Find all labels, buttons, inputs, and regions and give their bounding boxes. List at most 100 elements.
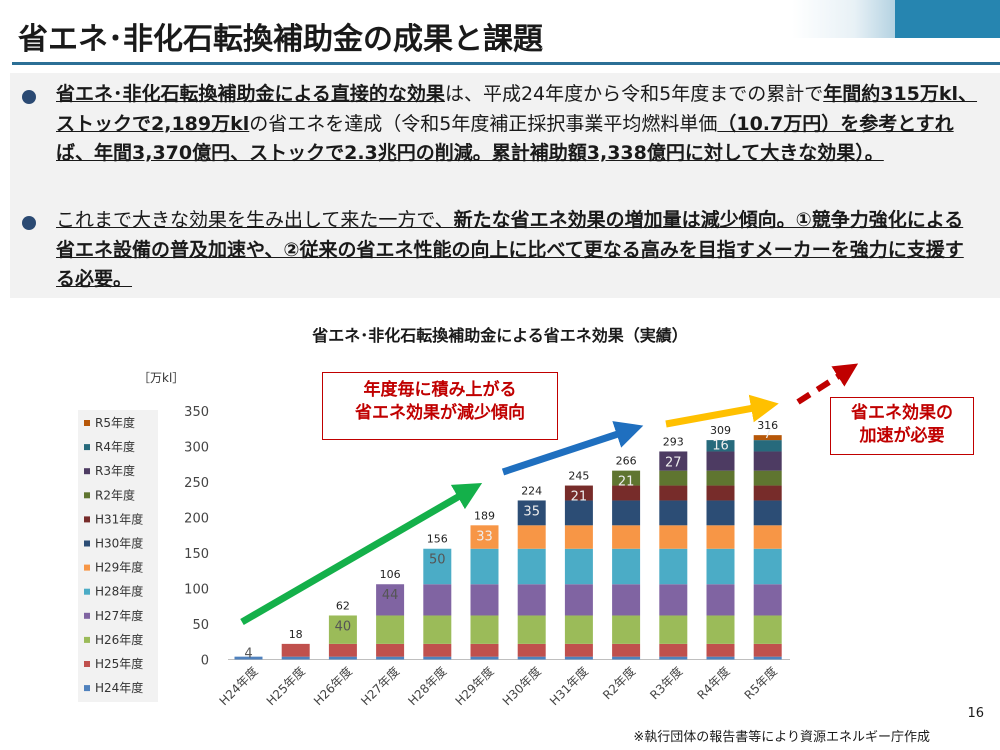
bar-segment <box>659 584 688 616</box>
total-label: 106 <box>380 568 401 581</box>
bar-segment <box>517 656 546 660</box>
total-label: 156 <box>427 533 448 546</box>
y-axis-label: ［万kl］ <box>138 371 184 385</box>
legend-box <box>78 410 158 702</box>
bar-segment <box>328 656 357 660</box>
bar-segment <box>564 643 593 657</box>
bar-segment <box>517 500 546 526</box>
x-tick-label: H28年度 <box>405 664 450 709</box>
segment-label: 21 <box>618 475 635 490</box>
legend-label: H31年度 <box>95 511 143 526</box>
segment-label: 7 <box>764 427 772 442</box>
bar-segment <box>706 643 735 657</box>
callout-decline: 年度毎に積み上がる 省エネ効果が減少傾向 <box>322 372 558 440</box>
bar-segment <box>753 435 782 441</box>
bar-segment <box>706 584 735 616</box>
legend-swatch <box>84 540 90 547</box>
bar-segment <box>659 643 688 657</box>
y-tick-label: 150 <box>184 547 209 562</box>
summary-1-result: 年間約315万kl、ストックで2,189万kl <box>56 83 978 135</box>
bar-segment <box>706 451 735 471</box>
y-tick-label: 100 <box>184 583 209 598</box>
y-tick-label: 50 <box>192 618 209 633</box>
title-rule <box>12 62 1000 65</box>
bar-segment <box>517 584 546 616</box>
x-tick-label: R2年度 <box>599 664 638 703</box>
summary-paragraph-1: 省エネ･非化石転換補助金による直接的な効果は、平成24年度から令和5年度までの累… <box>56 80 981 169</box>
legend-label: H25年度 <box>95 656 143 671</box>
x-tick-label: R3年度 <box>647 664 686 703</box>
bar-segment <box>470 615 499 644</box>
bar-segment <box>706 500 735 526</box>
header-decoration-accent <box>895 0 1000 38</box>
y-tick-label: 200 <box>184 512 209 527</box>
summary-box: 省エネ･非化石転換補助金による直接的な効果は、平成24年度から令和5年度までの累… <box>10 73 1000 298</box>
bar-segment <box>753 548 782 585</box>
bar-segment <box>706 440 735 452</box>
bar-segment <box>376 584 405 616</box>
bullet-2 <box>22 216 36 230</box>
legend-swatch <box>84 492 90 499</box>
total-label: 224 <box>521 484 542 497</box>
bar-segment <box>753 485 782 501</box>
bar-segment <box>612 615 641 644</box>
bar-segment <box>564 485 593 501</box>
legend-swatch <box>84 420 90 426</box>
bar-segment <box>423 615 452 644</box>
segment-label: 27 <box>665 455 682 470</box>
bar-segment <box>564 584 593 616</box>
bar-segment <box>753 643 782 657</box>
segment-label: 50 <box>429 553 446 568</box>
segment-label: 44 <box>382 588 399 603</box>
bar-segment <box>564 615 593 644</box>
bar-segment <box>612 470 641 486</box>
trend-arrow-yellow <box>665 394 779 428</box>
legend-label: R2年度 <box>95 487 135 502</box>
chart-title: 省エネ･非化石転換補助金による省エネ効果（実績） <box>312 326 688 345</box>
callout-need-line-2: 加速が必要 <box>859 426 945 446</box>
bar-segment <box>423 584 452 616</box>
summary-1-emphasis: 省エネ･非化石転換補助金による直接的な効果 <box>56 83 445 105</box>
bar-segment <box>659 525 688 549</box>
bar-segment <box>706 485 735 501</box>
bar-segment <box>706 615 735 644</box>
bar-segment <box>376 656 405 660</box>
bar-segment <box>612 525 641 549</box>
bar-segment <box>517 615 546 644</box>
summary-2-text: これまで大きな効果を生み出して来た一方で、 <box>56 209 454 231</box>
bar-segment <box>376 615 405 644</box>
bar-segment <box>564 525 593 549</box>
x-tick-label: H24年度 <box>216 664 261 709</box>
bar-segment <box>281 656 310 660</box>
bar-segment <box>612 643 641 657</box>
bar-segment <box>753 440 782 452</box>
summary-1-savings: （10.7万円）を参考とすれば、年間3,370億円、ストックで2.3兆円の削減。… <box>56 112 954 165</box>
y-tick-label: 350 <box>184 405 209 420</box>
legend-label: R3年度 <box>95 463 135 478</box>
legend-swatch <box>84 685 90 692</box>
bar-segment <box>517 548 546 585</box>
legend-label: H26年度 <box>95 632 143 647</box>
total-label: 18 <box>289 628 303 641</box>
bar-segment <box>706 525 735 549</box>
callout-need-line-1: 省エネ効果の <box>851 403 953 423</box>
y-tick-label: 250 <box>184 476 209 491</box>
segment-label: 33 <box>476 529 493 544</box>
x-tick-label: H25年度 <box>263 664 308 709</box>
x-tick-label: R4年度 <box>694 664 733 703</box>
bar-segment <box>659 548 688 585</box>
x-tick-label: H26年度 <box>310 664 355 709</box>
bar-segment <box>753 470 782 486</box>
x-tick-label: H30年度 <box>499 664 544 709</box>
bar-segment <box>753 615 782 644</box>
legend-label: R5年度 <box>95 415 135 430</box>
bar-segment <box>659 500 688 526</box>
summary-1-text-2: の省エネを達成（令和5年度補正採択事業平均燃料単価 <box>249 112 718 135</box>
total-label: 266 <box>616 455 637 468</box>
bar-segment <box>659 485 688 501</box>
segment-label: 4 <box>244 647 252 662</box>
y-tick-label: 300 <box>184 441 209 456</box>
legend-swatch <box>84 468 90 475</box>
bar-segment <box>328 643 357 657</box>
bar-segment <box>470 548 499 585</box>
